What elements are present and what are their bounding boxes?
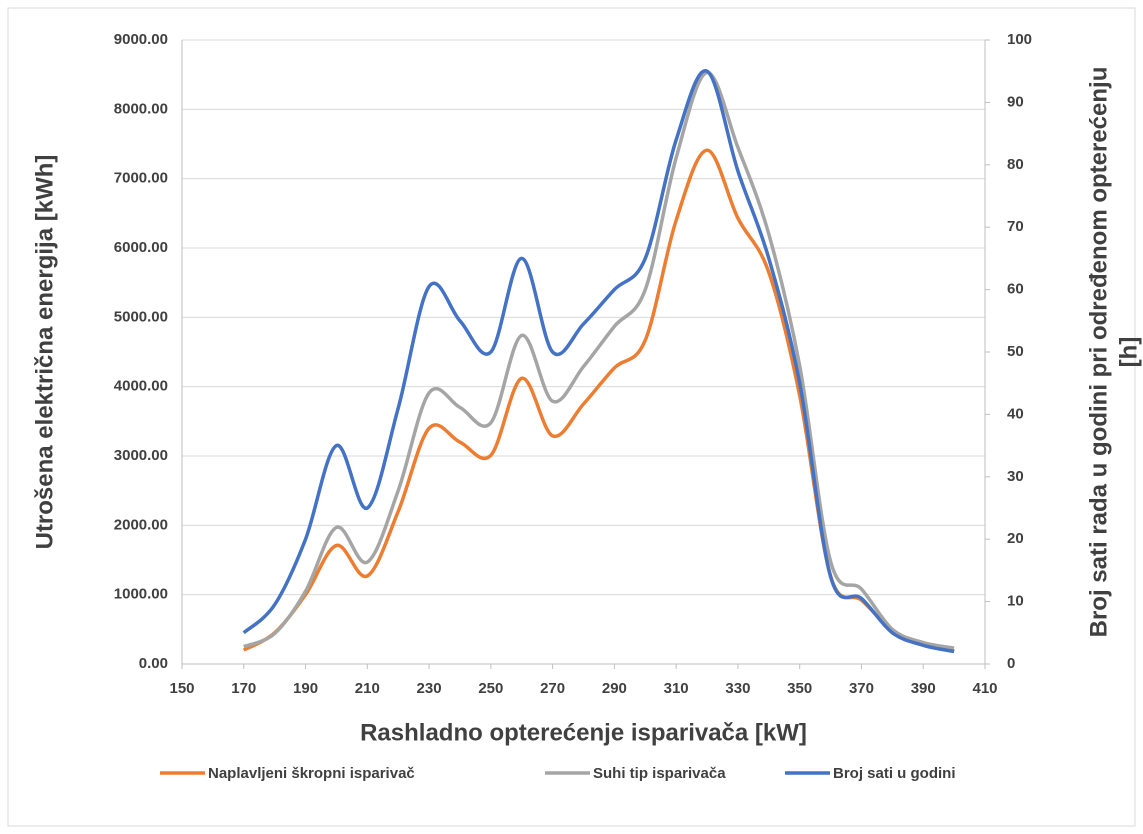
y-tick-label: 3000.00 bbox=[114, 447, 168, 464]
series-line bbox=[242, 69, 955, 654]
y2-tick-label: 50 bbox=[1007, 343, 1024, 360]
y2-tick-label: 10 bbox=[1007, 593, 1024, 610]
y2-tick-label: 0 bbox=[1007, 655, 1015, 672]
x-tick-label: 310 bbox=[664, 680, 689, 697]
x-tick-label: 150 bbox=[169, 680, 194, 697]
x-tick-label: 210 bbox=[355, 680, 380, 697]
x-tick-label: 290 bbox=[602, 680, 627, 697]
y2-axis-title: Broj sati rada u godini pri određenom op… bbox=[1085, 67, 1112, 638]
x-tick-label: 270 bbox=[540, 680, 565, 697]
y2-tick-label: 30 bbox=[1007, 468, 1024, 485]
x-tick-label: 230 bbox=[417, 680, 442, 697]
x-tick-label: 250 bbox=[478, 680, 503, 697]
legend-item: Naplavljeni škropni isparivač bbox=[160, 765, 415, 782]
y-tick-label: 6000.00 bbox=[114, 239, 168, 256]
x-tick-label: 350 bbox=[787, 680, 812, 697]
legend-item: Suhi tip isparivača bbox=[545, 765, 726, 782]
y2-tick-label: 70 bbox=[1007, 218, 1024, 235]
legend-item: Broj sati u godini bbox=[785, 765, 956, 782]
y2-axis-title: [h] bbox=[1115, 337, 1142, 368]
y-tick-label: 0.00 bbox=[139, 655, 168, 672]
legend-label: Broj sati u godini bbox=[833, 765, 956, 782]
y-tick-label: 8000.00 bbox=[114, 100, 168, 117]
chart-frame bbox=[7, 7, 1136, 827]
x-tick-label: 390 bbox=[911, 680, 936, 697]
y-axis-title: Utrošena električna energija [kWh] bbox=[31, 155, 58, 550]
x-tick-label: 370 bbox=[849, 680, 874, 697]
y2-tick-label: 20 bbox=[1007, 530, 1024, 547]
x-tick-label: 190 bbox=[293, 680, 318, 697]
legend-label: Naplavljeni škropni isparivač bbox=[208, 765, 415, 782]
y-tick-label: 2000.00 bbox=[114, 516, 168, 533]
x-tick-label: 410 bbox=[972, 680, 997, 697]
x-tick-label: 170 bbox=[231, 680, 256, 697]
y2-tick-label: 40 bbox=[1007, 405, 1024, 422]
x-axis-title: Rashladno opterećenje isparivača [kW] bbox=[360, 719, 807, 746]
y-tick-label: 5000.00 bbox=[114, 308, 168, 325]
y2-tick-label: 60 bbox=[1007, 281, 1024, 298]
series-line bbox=[243, 70, 955, 650]
y-tick-label: 9000.00 bbox=[114, 31, 168, 48]
y2-tick-label: 100 bbox=[1007, 31, 1032, 48]
x-tick-label: 330 bbox=[725, 680, 750, 697]
y-tick-label: 4000.00 bbox=[114, 378, 168, 395]
y-tick-label: 1000.00 bbox=[114, 586, 168, 603]
y-tick-label: 7000.00 bbox=[114, 170, 168, 187]
legend-label: Suhi tip isparivača bbox=[593, 765, 726, 782]
y2-tick-label: 90 bbox=[1007, 93, 1024, 110]
y2-tick-label: 80 bbox=[1007, 156, 1024, 173]
